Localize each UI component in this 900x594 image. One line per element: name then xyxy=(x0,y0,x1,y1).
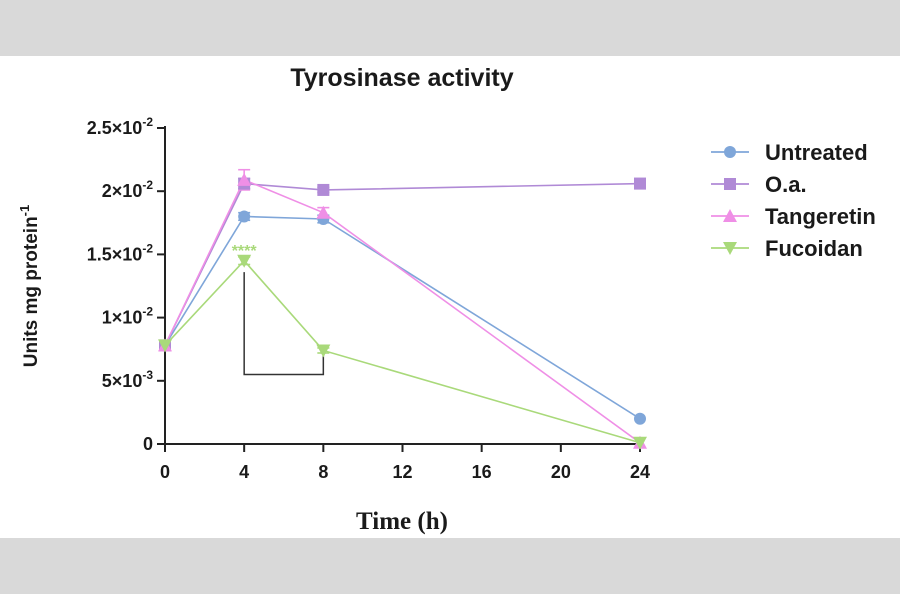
tyrosinase-chart: Tyrosinase activity 2.5×10-2 2×10-2 1.5×10-… xyxy=(17,64,876,535)
data-point-o-a xyxy=(634,177,646,190)
legend-label-tangeretin: Tangeretin xyxy=(765,204,876,229)
series-line-o-a xyxy=(164,182,641,346)
chart-frame: Tyrosinase activity 2.5×10-2 2×10-2 1.5×10-… xyxy=(0,56,900,538)
data-point-tangeretin xyxy=(316,205,331,219)
legend-label-fucoidan: Fucoidan xyxy=(765,236,863,261)
data-point-o-a xyxy=(317,183,330,196)
data-point-untreated xyxy=(634,412,646,425)
data-point-tangeretin xyxy=(237,172,252,186)
y-tick-label: 2.5×10-2 xyxy=(87,115,154,138)
x-tick-label: 20 xyxy=(551,462,571,482)
legend-label-o-a: O.a. xyxy=(765,172,807,197)
y-tick-label: 1.5×10-2 xyxy=(87,241,154,264)
legend-marker-o-a xyxy=(724,178,736,190)
series-line-tangeretin xyxy=(164,178,641,444)
y-tick-label: 5×10-3 xyxy=(102,368,154,391)
legend-marker-untreated xyxy=(724,146,736,158)
x-tick-label: 0 xyxy=(160,462,170,482)
y-tick-label: 0 xyxy=(143,434,153,454)
data-point-fucoidan xyxy=(633,436,647,450)
data-point-fucoidan xyxy=(158,339,172,353)
legend-label-untreated: Untreated xyxy=(765,140,868,165)
x-tick-label: 24 xyxy=(630,462,650,482)
x-tick-label: 4 xyxy=(239,462,249,482)
y-tick-label: 2×10-2 xyxy=(102,178,154,201)
x-tick-label: 12 xyxy=(392,462,412,482)
x-tick-label: 16 xyxy=(472,462,492,482)
data-point-fucoidan xyxy=(237,254,252,268)
significance-bracket xyxy=(243,272,325,376)
y-axis-label: Units mg protein-1 xyxy=(17,205,42,368)
series-line-fucoidan xyxy=(164,259,641,444)
data-point-untreated xyxy=(238,210,251,223)
x-tick-label: 8 xyxy=(318,462,328,482)
significance-stars: **** xyxy=(232,243,258,260)
x-axis-label: Time (h) xyxy=(356,508,448,535)
y-tick-label: 1×10-2 xyxy=(102,305,154,328)
legend-marker-fucoidan xyxy=(723,242,737,255)
series-line-untreated xyxy=(164,215,641,420)
legend-marker-tangeretin xyxy=(723,209,737,222)
chart-title: Tyrosinase activity xyxy=(290,64,513,92)
data-point-fucoidan xyxy=(316,344,331,358)
